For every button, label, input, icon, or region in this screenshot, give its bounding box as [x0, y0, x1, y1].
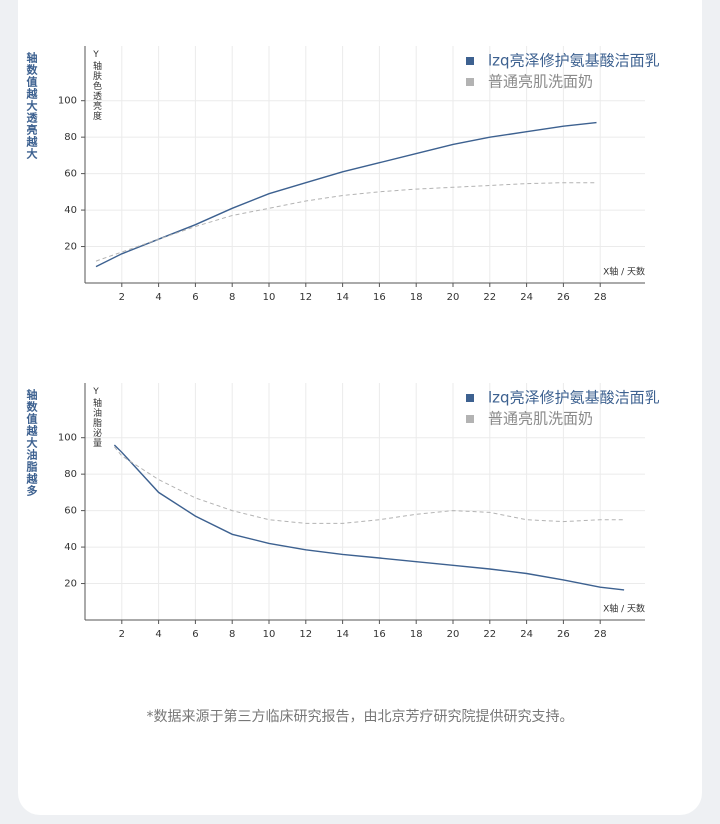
- x-tick-label: 28: [594, 629, 607, 640]
- y-tick-label: 80: [64, 132, 77, 143]
- series-line: [113, 444, 625, 591]
- x-tick-label: 6: [192, 629, 198, 640]
- y-tick-label: 100: [58, 433, 77, 444]
- legend-swatch: [466, 394, 474, 402]
- x-tick-label: 22: [483, 292, 496, 303]
- x-tick-label: 8: [229, 629, 235, 640]
- x-tick-label: 12: [299, 629, 312, 640]
- x-tick-label: 20: [447, 292, 460, 303]
- x-tick-label: 2: [119, 629, 125, 640]
- x-tick-label: 12: [299, 292, 312, 303]
- x-tick-label: 26: [557, 292, 570, 303]
- x-axis-label: X轴 / 天数: [603, 603, 645, 615]
- x-axis-label: X轴 / 天数: [603, 266, 645, 278]
- y-tick-label: 60: [64, 169, 77, 180]
- y-tick-label: 100: [58, 96, 77, 107]
- y-axis-label: Y轴油脂泌量: [91, 387, 101, 448]
- legend-label: 普通亮肌洗面奶: [488, 410, 593, 428]
- legend-swatch: [466, 415, 474, 423]
- y-tick-label: 20: [64, 242, 77, 253]
- x-tick-label: 24: [520, 629, 533, 640]
- side-note: 轴数值越大透亮越大: [25, 52, 38, 160]
- y-tick-label: 40: [64, 205, 77, 216]
- y-tick-label: 60: [64, 506, 77, 517]
- x-tick-label: 28: [594, 292, 607, 303]
- x-tick-label: 26: [557, 629, 570, 640]
- card: [18, 0, 702, 815]
- legend-swatch: [466, 57, 474, 65]
- x-tick-label: 22: [483, 629, 496, 640]
- legend-label: lzq亮泽修护氨基酸洁面乳: [488, 389, 660, 407]
- y-tick-label: 40: [64, 542, 77, 553]
- x-tick-label: 10: [263, 292, 276, 303]
- x-tick-label: 14: [336, 629, 349, 640]
- y-tick-label: 80: [64, 469, 77, 480]
- x-tick-label: 18: [410, 292, 423, 303]
- legend-label: 普通亮肌洗面奶: [488, 73, 593, 91]
- x-tick-label: 18: [410, 629, 423, 640]
- x-tick-label: 10: [263, 629, 276, 640]
- x-tick-label: 16: [373, 292, 386, 303]
- series-line: [114, 446, 625, 524]
- legend-label: lzq亮泽修护氨基酸洁面乳: [488, 52, 660, 70]
- legend-swatch: [466, 78, 474, 86]
- x-tick-label: 24: [520, 292, 533, 303]
- x-tick-label: 8: [229, 292, 235, 303]
- x-tick-label: 4: [155, 292, 161, 303]
- series-line: [95, 121, 597, 268]
- y-axis-label: Y轴肤色透亮度: [91, 50, 101, 121]
- x-tick-label: 14: [336, 292, 349, 303]
- x-tick-label: 4: [155, 629, 161, 640]
- x-tick-label: 6: [192, 292, 198, 303]
- footnote: *数据来源于第三方临床研究报告，由北京芳疗研究院提供研究支持。: [147, 708, 574, 725]
- y-tick-label: 20: [64, 579, 77, 590]
- side-note: 轴数值越大油脂越多: [25, 389, 38, 497]
- series-line: [95, 182, 597, 262]
- x-tick-label: 2: [119, 292, 125, 303]
- x-tick-label: 20: [447, 629, 460, 640]
- x-tick-label: 16: [373, 629, 386, 640]
